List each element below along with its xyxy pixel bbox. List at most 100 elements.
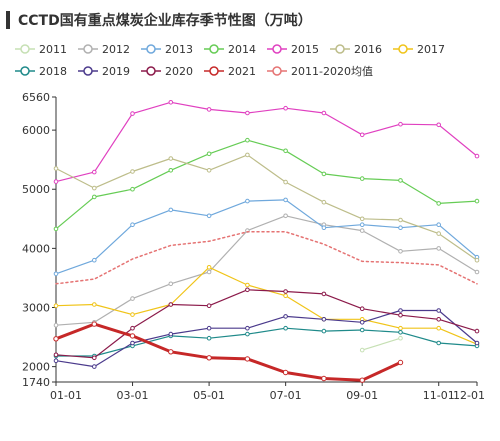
series-2015-line: [55, 101, 478, 183]
series-2017-point: [398, 325, 403, 331]
series-2012-point: [130, 296, 135, 301]
series-2014-point: [321, 171, 327, 177]
series-2019-point: [206, 325, 212, 331]
series-2014-point: [359, 176, 365, 181]
legend-label: 2020: [165, 64, 193, 78]
y-tick-label: 6560: [22, 91, 50, 104]
series-2020-point: [92, 355, 97, 361]
series-2019-point: [168, 331, 174, 337]
series-2015-point: [92, 169, 97, 175]
series-2016-point: [359, 216, 365, 222]
series-2016-point: [168, 156, 174, 161]
series-2020-point: [168, 302, 174, 307]
series-2013-point: [398, 225, 403, 230]
legend-item-2011[interactable]: 2011: [14, 43, 67, 56]
series-2018-point: [359, 327, 365, 333]
y-tick-label: 3000: [22, 301, 50, 314]
series-2016-line: [55, 154, 478, 261]
series-2021-point: [397, 359, 404, 366]
series-2013-point: [359, 222, 365, 227]
series-2012-point: [398, 249, 403, 254]
legend-item-2016[interactable]: 2016: [329, 43, 382, 56]
legend-swatch-icon: [78, 66, 98, 76]
series-2011-2020均值-line: [55, 231, 478, 285]
series-2020-point: [474, 328, 480, 334]
series-2015-point: [474, 153, 480, 159]
x-tick-label: 11-01: [423, 389, 455, 402]
series-2014-point: [245, 137, 250, 143]
legend-item-2012[interactable]: 2012: [77, 43, 130, 56]
series-2021-point: [321, 375, 327, 382]
series-2021-point: [53, 336, 59, 342]
series-2013-line: [55, 199, 478, 275]
legend-label: 2019: [102, 64, 130, 78]
legend-label: 2011: [39, 42, 67, 56]
series-2012-point: [53, 322, 59, 328]
series-2020-point: [283, 289, 288, 294]
series-2019-point: [398, 308, 403, 313]
y-tick-label: 4000: [22, 242, 50, 255]
series-2018-point: [436, 340, 442, 346]
legend-label: 2013: [165, 42, 193, 56]
x-tick-label: 01-01: [50, 389, 82, 402]
legend-item-2017[interactable]: 2017: [392, 43, 445, 56]
series-2012-point: [436, 246, 442, 251]
series-2012-point: [474, 269, 480, 275]
series-2014-point: [130, 186, 135, 192]
legend-item-2014[interactable]: 2014: [203, 43, 256, 56]
series-2021-point: [129, 333, 136, 339]
series-2015-point: [206, 107, 212, 112]
series-2013-point: [53, 271, 59, 277]
legend-row: 2011 2012 2013 2014 2015 2016 2017: [14, 38, 494, 60]
legend-swatch-icon: [15, 44, 35, 54]
series-2014-line: [55, 139, 478, 230]
legend-row: 2018 2019 2020 2021 2011-2020均值: [14, 60, 494, 82]
x-tick-label: 07-01: [270, 389, 302, 402]
y-tick-label: 1740: [22, 376, 50, 389]
legend-swatch-icon: [393, 44, 413, 54]
series-2014-point: [206, 151, 212, 157]
series-2018-point: [245, 331, 250, 337]
legend-item-2019[interactable]: 2019: [77, 65, 130, 78]
series-2015-point: [359, 132, 365, 138]
series-2021-point: [206, 355, 212, 361]
legend-label: 2015: [291, 42, 319, 56]
series-2017-point: [130, 312, 135, 317]
series-2019-point: [359, 320, 365, 325]
series-2020-point: [398, 312, 403, 318]
series-2020-line: [55, 289, 478, 359]
legend-swatch-icon: [204, 66, 224, 76]
legend-item-2021[interactable]: 2021: [203, 65, 256, 78]
series-2020-point: [321, 291, 327, 297]
legend-item-2013[interactable]: 2013: [140, 43, 193, 56]
series-2014-point: [92, 194, 97, 200]
series-2019-point: [130, 340, 135, 346]
legend-label: 2014: [228, 42, 256, 56]
series-2021-point: [282, 369, 289, 376]
series-2018-point: [206, 335, 212, 341]
legend-item-2011-2020均值[interactable]: 2011-2020均值: [266, 63, 373, 79]
x-tick-label: 03-01: [117, 389, 149, 402]
series-2012-point: [206, 269, 212, 275]
series-2013-point: [130, 222, 135, 227]
title-accent-bar: [6, 11, 10, 29]
series-2017-point: [436, 325, 442, 331]
x-tick-label: 12-01: [453, 389, 485, 402]
legend-item-2015[interactable]: 2015: [266, 43, 319, 56]
series-2013-point: [283, 197, 288, 203]
legend-item-2020[interactable]: 2020: [140, 65, 193, 78]
series-2015-point: [321, 110, 327, 116]
series-2017-point: [206, 265, 212, 270]
series-2018-point: [321, 328, 327, 334]
legend-swatch-icon: [141, 66, 161, 76]
series-2012-point: [359, 228, 365, 233]
series-2016-point: [398, 217, 403, 223]
y-tick-label: 5000: [22, 183, 50, 196]
series-2021-point: [168, 349, 174, 355]
series-2015-point: [130, 111, 135, 116]
series-2019-point: [245, 325, 250, 331]
legend-item-2018[interactable]: 2018: [14, 65, 67, 78]
y-tick-label: 6000: [22, 124, 50, 137]
series-2014-point: [168, 168, 174, 173]
